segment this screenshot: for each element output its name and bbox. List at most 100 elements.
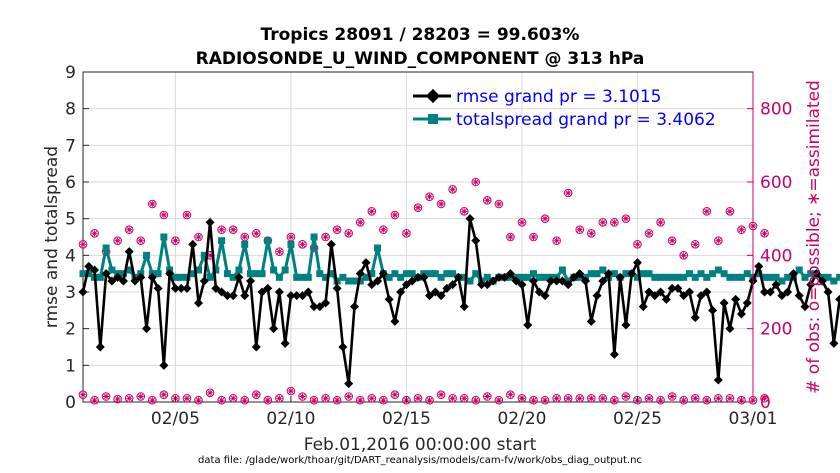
- totalspread-point: [472, 270, 479, 277]
- totalspread-point: [559, 267, 566, 274]
- obs-assimilated-marker: [92, 397, 98, 403]
- obs-assimilated-marker: [149, 201, 155, 207]
- obs-assimilated-marker: [623, 394, 629, 400]
- obs-assimilated-marker: [554, 238, 560, 244]
- totalspread-point: [235, 267, 242, 274]
- obs-assimilated-marker: [323, 395, 329, 401]
- obs-assimilated-marker: [138, 238, 144, 244]
- obs-assimilated-marker: [288, 388, 294, 394]
- totalspread-point: [155, 270, 162, 277]
- obs-assimilated-marker: [380, 397, 386, 403]
- obs-assimilated-marker: [738, 397, 744, 403]
- chart-subtitle: RADIOSONDE_U_WIND_COMPONENT @ 313 hPa: [196, 49, 645, 69]
- left-tick-label: 1: [65, 356, 76, 376]
- totalspread-point: [241, 241, 248, 248]
- totalspread-point: [796, 267, 803, 274]
- obs-assimilated-marker: [496, 397, 502, 403]
- obs-assimilated-marker: [588, 395, 594, 401]
- right-tick-label: 600: [760, 173, 792, 193]
- obs-assimilated-marker: [496, 201, 502, 207]
- obs-assimilated-marker: [276, 249, 282, 255]
- obs-assimilated-marker: [126, 395, 132, 401]
- totalspread-point: [143, 252, 150, 259]
- obs-assimilated-marker: [600, 219, 606, 225]
- obs-assimilated-marker: [392, 212, 398, 218]
- obs-assimilated-marker: [658, 219, 664, 225]
- obs-assimilated-marker: [219, 227, 225, 233]
- right-axis-label: # of obs: o=possible; ∗=assimilated: [804, 80, 824, 394]
- left-tick-label: 6: [65, 173, 76, 193]
- obs-assimilated-marker: [126, 227, 132, 233]
- legend-spread-marker: [428, 114, 438, 124]
- obs-assimilated-marker: [230, 395, 236, 401]
- left-tick-label: 4: [65, 246, 76, 266]
- totalspread-point: [305, 274, 312, 281]
- obs-assimilated-marker: [531, 397, 537, 403]
- obs-assimilated-marker: [715, 395, 721, 401]
- obs-assimilated-marker: [149, 397, 155, 403]
- chart-title: Tropics 28091 / 28203 = 99.603%: [261, 25, 580, 45]
- obs-assimilated-marker: [507, 234, 513, 240]
- obs-assimilated-marker: [230, 227, 236, 233]
- obs-assimilated-marker: [334, 227, 340, 233]
- left-tick-label: 5: [65, 210, 76, 230]
- obs-assimilated-marker: [646, 230, 652, 236]
- obs-assimilated-marker: [276, 395, 282, 401]
- obs-assimilated-marker: [207, 390, 213, 396]
- obs-assimilated-marker: [253, 230, 259, 236]
- x-tick-label: 02/10: [266, 409, 315, 429]
- obs-assimilated-marker: [646, 395, 652, 401]
- obs-assimilated-marker: [577, 227, 583, 233]
- obs-assimilated-marker: [253, 392, 259, 398]
- totalspread-point: [311, 234, 318, 241]
- obs-assimilated-marker: [762, 230, 768, 236]
- right-tick-label: 800: [760, 100, 792, 120]
- obs-assimilated-marker: [196, 234, 202, 240]
- obs-assimilated-marker: [103, 394, 109, 400]
- totalspread-point: [270, 267, 277, 274]
- obs-assimilated-marker: [588, 230, 594, 236]
- x-tick-label: 02/25: [613, 409, 662, 429]
- obs-assimilated-marker: [461, 208, 467, 214]
- totalspread-point: [287, 241, 294, 248]
- chart: Tropics 28091 / 28203 = 99.603% RADIOSON…: [0, 0, 840, 473]
- obs-assimilated-marker: [403, 230, 409, 236]
- right-tick-label: 200: [760, 320, 792, 340]
- totalspread-point: [160, 234, 167, 241]
- obs-assimilated-marker: [115, 238, 121, 244]
- obs-assimilated-marker: [704, 208, 710, 214]
- obs-assimilated-marker: [161, 392, 167, 398]
- obs-assimilated-marker: [415, 395, 421, 401]
- obs-assimilated-marker: [634, 241, 640, 247]
- obs-assimilated-marker: [623, 216, 629, 222]
- obs-assimilated-marker: [450, 186, 456, 192]
- obs-assimilated-marker: [715, 238, 721, 244]
- obs-assimilated-marker: [380, 227, 386, 233]
- obs-assimilated-marker: [450, 395, 456, 401]
- obs-assimilated-marker: [507, 392, 513, 398]
- left-tick-label: 9: [65, 63, 76, 83]
- obs-assimilated-marker: [184, 395, 190, 401]
- obs-assimilated-marker: [219, 397, 225, 403]
- obs-assimilated-marker: [542, 216, 548, 222]
- left-tick-label: 7: [65, 136, 76, 156]
- obs-assimilated-marker: [115, 396, 121, 402]
- obs-assimilated-marker: [565, 395, 571, 401]
- obs-assimilated-marker: [438, 201, 444, 207]
- obs-assimilated-marker: [484, 394, 490, 400]
- obs-assimilated-marker: [738, 227, 744, 233]
- obs-assimilated-marker: [299, 241, 305, 247]
- x-axis-label: Feb.01,2016 00:00:00 start: [304, 435, 537, 455]
- obs-assimilated-marker: [554, 395, 560, 401]
- obs-assimilated-marker: [669, 394, 675, 400]
- obs-assimilated-marker: [288, 234, 294, 240]
- obs-assimilated-marker: [346, 230, 352, 236]
- obs-assimilated-marker: [577, 395, 583, 401]
- obs-assimilated-marker: [323, 234, 329, 240]
- obs-assimilated-marker: [727, 208, 733, 214]
- obs-assimilated-marker: [334, 397, 340, 403]
- obs-assimilated-marker: [172, 238, 178, 244]
- left-tick-label: 2: [65, 320, 76, 340]
- obs-assimilated-marker: [692, 241, 698, 247]
- obs-assimilated-marker: [369, 395, 375, 401]
